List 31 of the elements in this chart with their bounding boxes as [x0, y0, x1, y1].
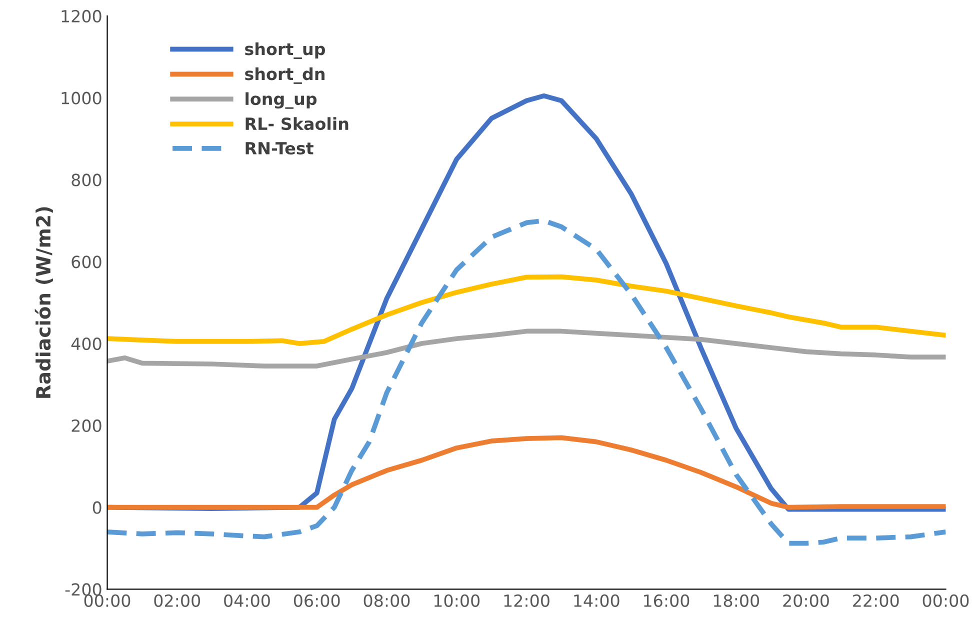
x-tick-label: 20:00: [783, 594, 829, 607]
x-tick-label: 02:00: [154, 594, 200, 607]
x-tick-label: 22:00: [853, 594, 899, 607]
line-series: [107, 218, 946, 546]
x-tick-label: 06:00: [294, 594, 340, 607]
y-tick-label: 1200: [62, 10, 102, 22]
y-tick-label: 400: [71, 337, 102, 350]
x-tick-label: 10:00: [434, 594, 480, 607]
legend-label: short_dn: [245, 67, 324, 84]
x-tick-label: 04:00: [224, 594, 270, 607]
y-axis-title: Radiación (W/m2): [34, 207, 53, 398]
y-tick-label: 600: [72, 256, 102, 268]
y-tick-label: 800: [72, 174, 102, 186]
y-tick-label: -200: [65, 583, 102, 596]
y-tick-label: 200: [72, 419, 102, 432]
line-series: [107, 274, 946, 346]
line-series: [107, 328, 946, 368]
legend-label: long_up: [246, 92, 317, 109]
x-tick-label: 00:00: [84, 594, 130, 607]
legend-label: short_up: [245, 42, 326, 59]
x-tick-label: 12:00: [504, 594, 550, 607]
x-tick-label: 18:00: [714, 594, 760, 607]
x-tick-label: 00:00: [922, 594, 969, 607]
line-series: [107, 435, 946, 510]
x-tick-label: 16:00: [644, 594, 690, 607]
legend-label: RL- Skaolin: [246, 117, 348, 130]
x-tick-label: 08:00: [364, 594, 410, 607]
legend-label: RN-Test: [246, 142, 314, 155]
y-tick-label: 1000: [62, 92, 102, 104]
y-tick-label: 0: [92, 501, 102, 514]
x-tick-label: 14:00: [574, 594, 620, 607]
